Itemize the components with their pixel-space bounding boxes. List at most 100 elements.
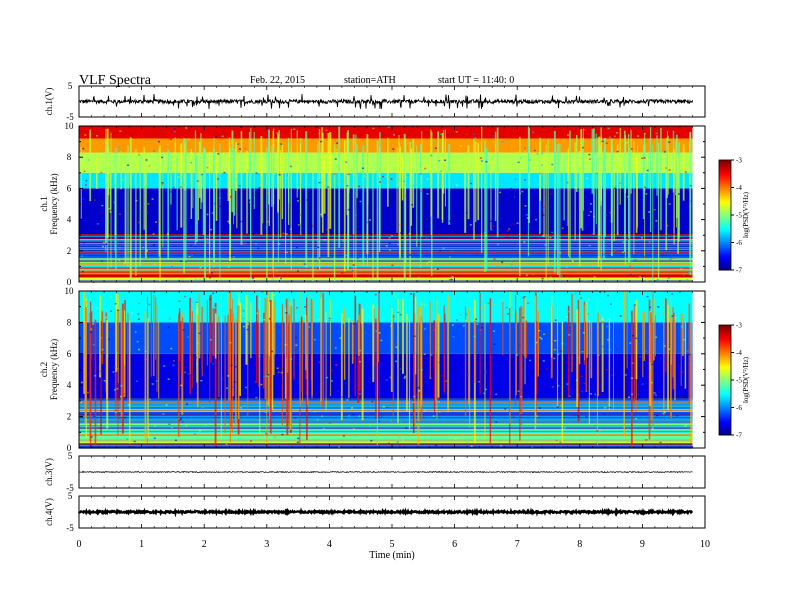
speckle xyxy=(289,228,292,231)
speckle xyxy=(608,406,611,409)
speckle xyxy=(260,383,263,386)
colorbar-segment xyxy=(719,183,731,187)
sferic-streak xyxy=(362,145,365,267)
colorbar-segment xyxy=(719,229,731,232)
sferic-streak xyxy=(608,318,611,411)
speckle xyxy=(278,276,281,279)
sferic-streak xyxy=(416,145,418,247)
speckle xyxy=(581,350,584,353)
speckle xyxy=(352,264,355,266)
sferic-streak xyxy=(519,136,521,277)
speckle xyxy=(211,212,214,214)
colorbar-segment xyxy=(719,174,731,177)
speckle xyxy=(180,260,183,262)
speckle xyxy=(205,241,208,243)
speckle xyxy=(615,132,618,134)
speckle xyxy=(273,294,276,296)
speckle xyxy=(344,254,347,257)
sferic-streak xyxy=(519,307,521,441)
speckle xyxy=(387,442,390,445)
sferic-streak xyxy=(623,291,625,437)
speckle xyxy=(191,374,194,376)
speckle xyxy=(80,401,83,403)
speckle xyxy=(310,396,313,398)
speckle xyxy=(135,380,138,382)
speckle xyxy=(526,213,529,216)
x-axis-label: Time (min) xyxy=(369,550,414,561)
speckle xyxy=(358,415,361,417)
speckle xyxy=(306,199,309,201)
speckle xyxy=(101,245,104,248)
colorbar-segment xyxy=(719,427,731,430)
spectral-line xyxy=(79,399,693,401)
speckle xyxy=(82,198,85,200)
speckle xyxy=(168,423,171,426)
speckle xyxy=(451,276,454,278)
speckle xyxy=(561,342,564,345)
speckle xyxy=(448,220,451,222)
sferic-streak xyxy=(496,127,499,238)
speckle xyxy=(114,303,117,305)
speckle xyxy=(147,203,150,205)
speckle xyxy=(677,193,680,195)
sferic-streak xyxy=(300,316,303,393)
sferic-streak xyxy=(601,317,604,393)
colorbar-ch2-spectrogram xyxy=(718,324,734,436)
speckle xyxy=(619,182,622,185)
sferic-streak xyxy=(635,154,638,233)
sferic-streak xyxy=(264,298,267,400)
speckle xyxy=(588,244,591,247)
sferic-streak xyxy=(200,133,202,209)
speckle xyxy=(539,336,542,339)
sferic-streak xyxy=(318,129,321,270)
sferic-streak xyxy=(578,151,581,267)
sferic-streak xyxy=(673,312,675,389)
speckle xyxy=(669,258,672,261)
speckle xyxy=(137,313,140,315)
speckle xyxy=(452,215,455,217)
speckle xyxy=(566,383,569,385)
speckle xyxy=(266,220,269,223)
speckle xyxy=(137,348,140,351)
sferic-streak xyxy=(688,303,691,404)
sferic-streak xyxy=(406,313,408,412)
y-tick-label: 10 xyxy=(65,286,75,296)
sferic-streak xyxy=(185,138,187,262)
speckle xyxy=(689,205,692,207)
sferic-streak xyxy=(387,137,389,207)
speckle xyxy=(424,167,427,170)
speckle xyxy=(606,325,609,328)
speckle xyxy=(237,143,240,145)
speckle xyxy=(269,299,272,302)
sferic-streak xyxy=(514,295,517,406)
speckle xyxy=(649,367,652,369)
sferic-streak xyxy=(420,301,423,406)
y-tick-label: 4 xyxy=(67,380,72,390)
speckle xyxy=(147,194,150,197)
speckle xyxy=(161,156,164,159)
colorbar-segment xyxy=(719,378,731,381)
speckle xyxy=(602,345,605,348)
speckle xyxy=(284,344,287,346)
speckle xyxy=(650,356,653,359)
sferic-streak xyxy=(272,307,275,376)
sferic-streak xyxy=(443,305,445,392)
sferic-streak xyxy=(405,139,407,262)
speckle xyxy=(204,424,207,427)
speckle xyxy=(108,328,111,330)
speckle xyxy=(84,184,87,186)
spectral-line xyxy=(79,266,693,268)
speckle xyxy=(351,270,354,272)
sferic-streak xyxy=(684,321,687,389)
speckle xyxy=(337,266,340,268)
colorbar-segment xyxy=(719,400,731,403)
speckle xyxy=(364,216,367,219)
speckle xyxy=(557,384,560,387)
spectral-line xyxy=(79,235,693,237)
speckle xyxy=(157,140,160,143)
speckle xyxy=(244,208,247,210)
colorbar-segment xyxy=(719,198,731,201)
speckle xyxy=(185,156,188,158)
sferic-streak xyxy=(397,298,399,423)
spectral-line xyxy=(79,420,693,422)
